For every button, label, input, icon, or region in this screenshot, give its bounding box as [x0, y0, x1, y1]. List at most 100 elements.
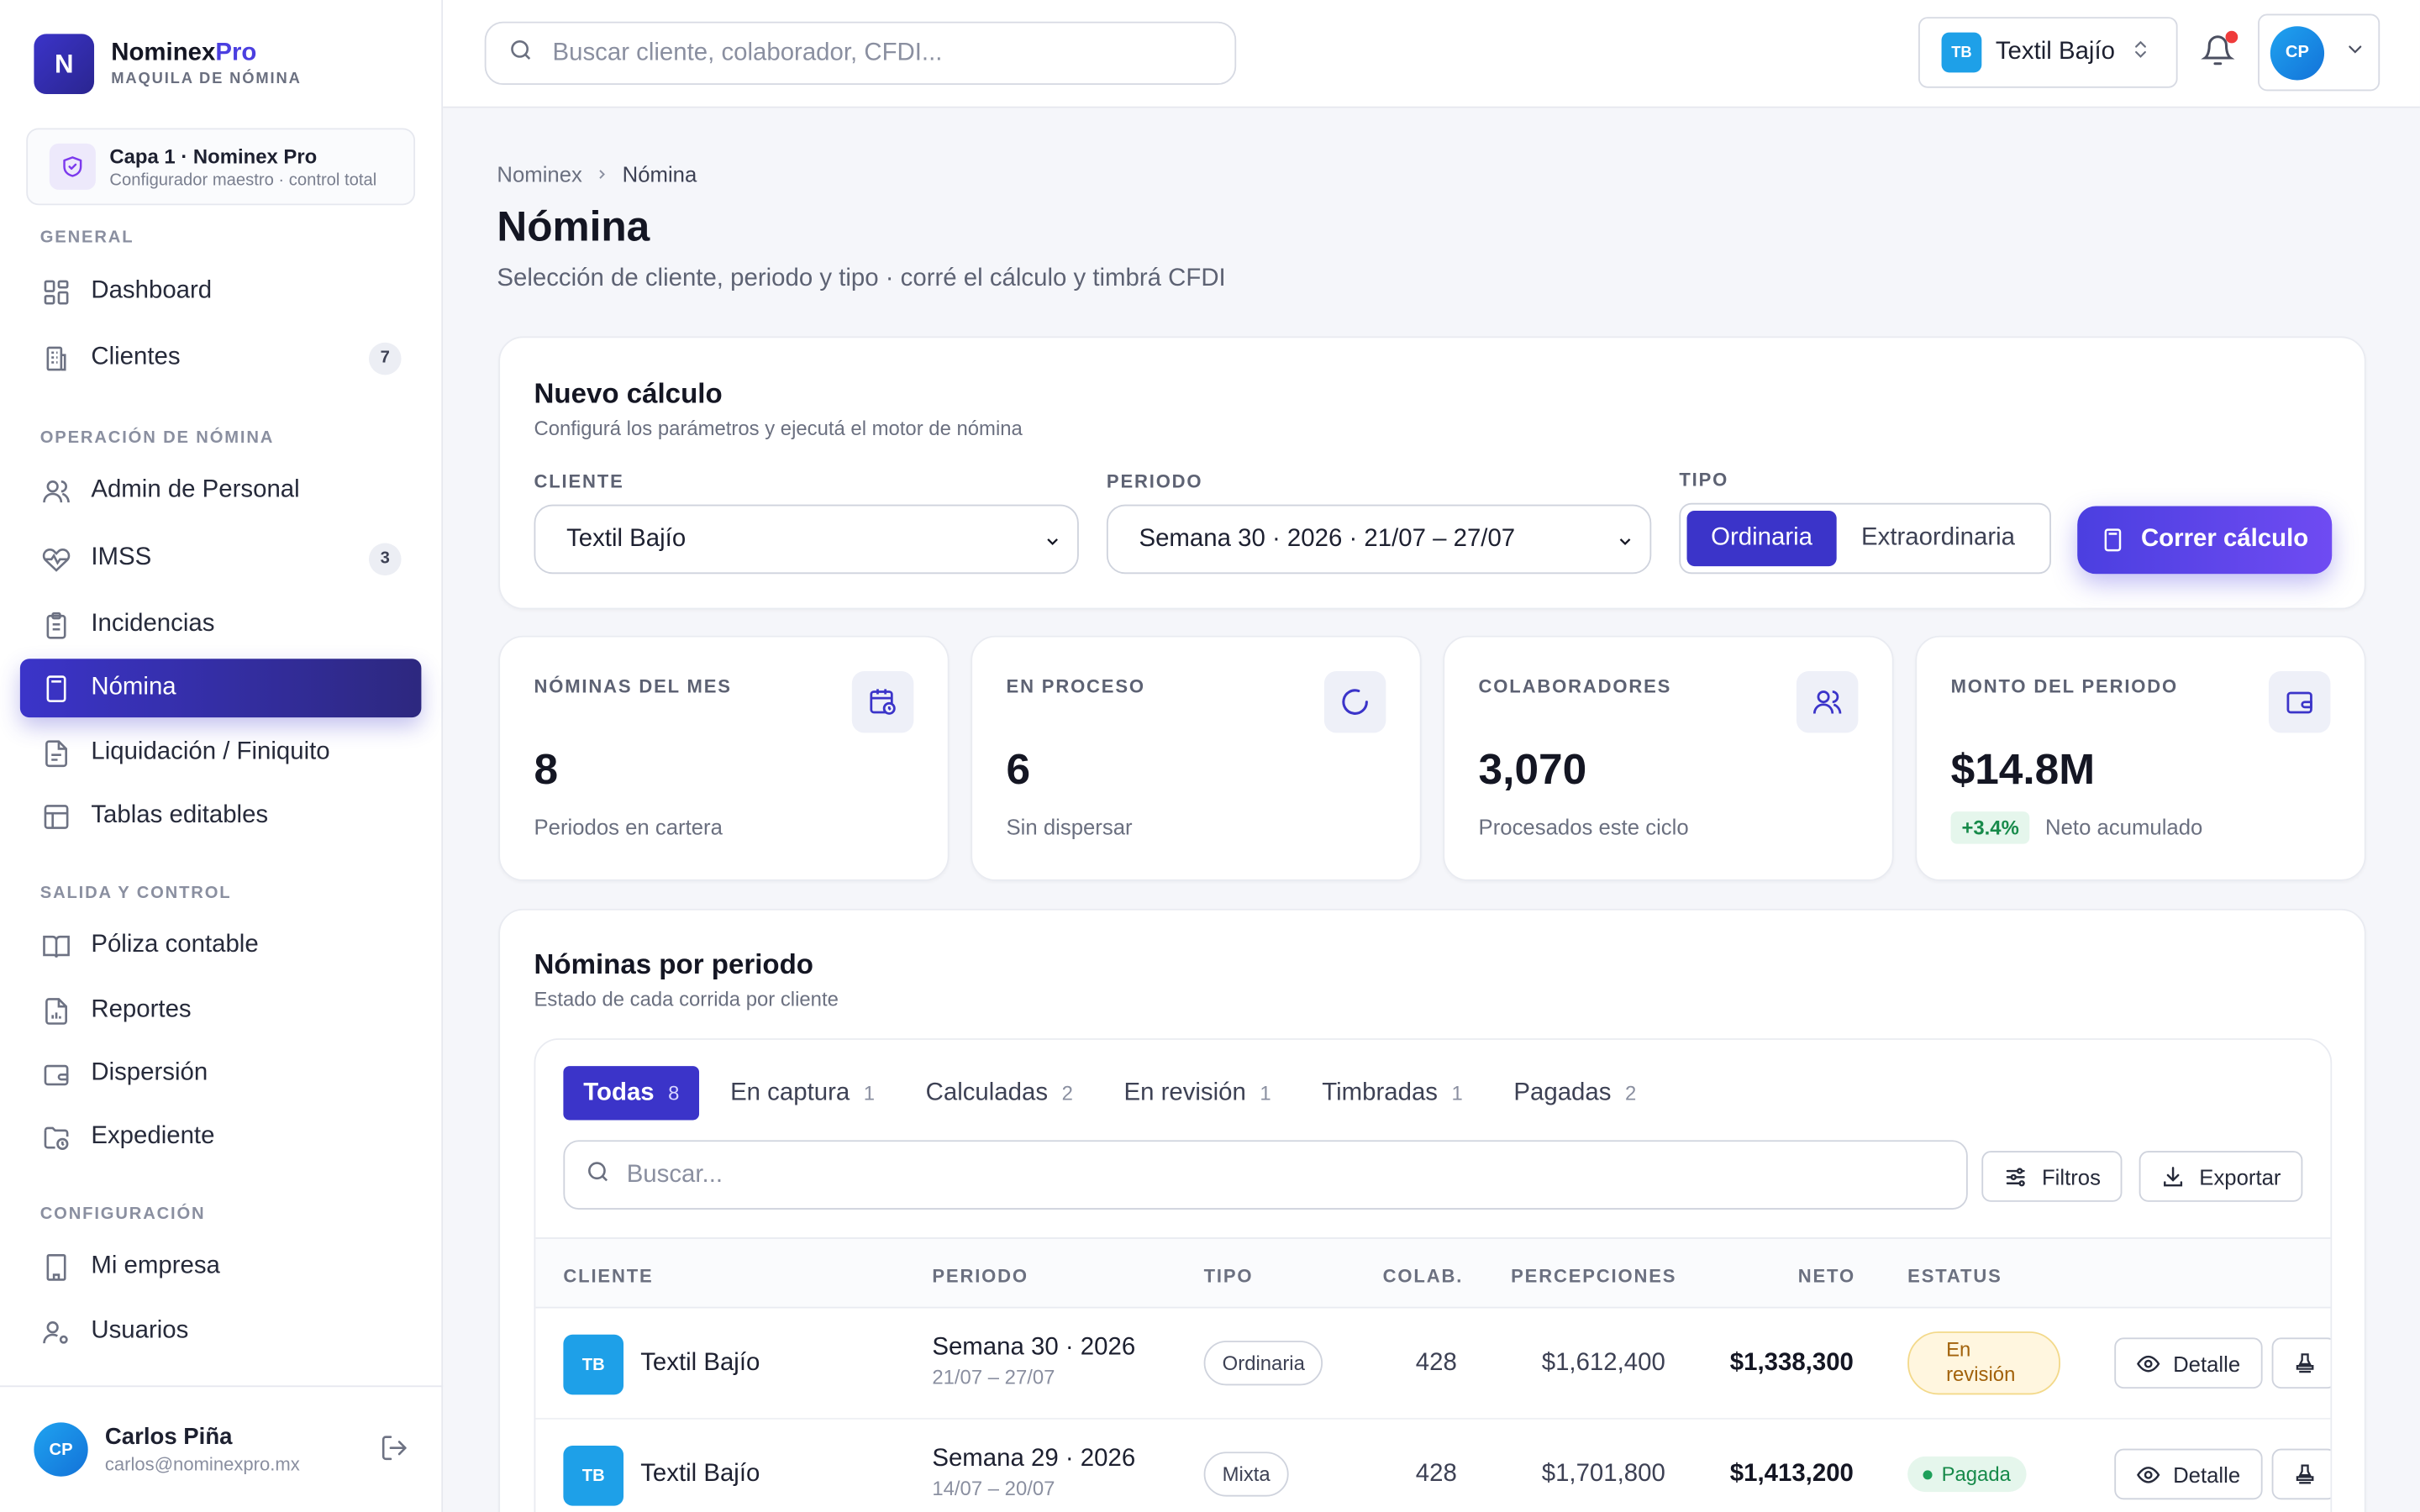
search-input[interactable]: [552, 39, 1201, 67]
col-periodo[interactable]: PERIODO: [932, 1265, 1028, 1287]
clipboard-icon: [40, 609, 71, 640]
detail-button[interactable]: Detalle: [2114, 1448, 2262, 1500]
stat-label: EN PROCESO: [1006, 675, 1145, 698]
col-neto[interactable]: NETO: [1797, 1265, 1855, 1287]
brand-name: NominexPro: [111, 40, 301, 68]
breadcrumb-root[interactable]: Nominex: [497, 161, 582, 187]
tab-en-captura[interactable]: En captura 1: [710, 1066, 895, 1120]
col-cliente[interactable]: CLIENTE: [563, 1265, 654, 1287]
detail-button[interactable]: Detalle: [2114, 1337, 2262, 1389]
logout-icon[interactable]: [380, 1433, 409, 1470]
sidebar-item-nomina[interactable]: Nómina: [19, 659, 422, 718]
col-colab[interactable]: COLAB.: [1382, 1265, 1464, 1287]
topbar: TB Textil Bajío CP: [443, 0, 2420, 108]
export-button[interactable]: Exportar: [2139, 1151, 2303, 1202]
status-tabs: Todas 8 En captura 1 Calculadas 2 En revisi…: [563, 1066, 1667, 1121]
sidebar-item-label: Póliza contable: [91, 932, 259, 958]
user-gear-icon: [40, 1316, 71, 1347]
run-calc-button[interactable]: Correr cálculo: [2077, 506, 2333, 575]
filters-button[interactable]: Filtros: [1981, 1151, 2123, 1202]
client-badge: TB: [563, 1334, 624, 1395]
sidebar-item-dashboard[interactable]: Dashboard: [20, 262, 422, 321]
stamp-button[interactable]: [2271, 1337, 2331, 1389]
office-icon: [40, 1252, 71, 1283]
filters-label: Filtros: [2041, 1163, 2101, 1189]
global-search[interactable]: [484, 21, 1237, 86]
file-icon: [40, 738, 71, 769]
table-search[interactable]: [563, 1140, 1968, 1210]
stamp-button[interactable]: [2271, 1448, 2331, 1500]
table-row[interactable]: TB Textil Bajío Semana 29 · 2026 14/07 –…: [535, 1420, 2331, 1512]
stat-note: Sin dispersar: [1006, 814, 1133, 840]
period-name: Semana 30 · 2026: [932, 1334, 1136, 1361]
brand[interactable]: N NominexPro MAQUILA DE NÓMINA: [34, 34, 301, 95]
tab-label: Timbradas: [1322, 1079, 1439, 1105]
sidebar-item-tablas[interactable]: Tablas editables: [20, 787, 422, 846]
period-range: 14/07 – 20/07: [932, 1476, 1055, 1500]
sidebar-item-expediente[interactable]: Expediente: [20, 1108, 422, 1167]
page-subtitle: Selección de cliente, periodo y tipo · c…: [497, 265, 1226, 292]
chevron-right-icon: [595, 162, 610, 186]
sidebar-item-poliza[interactable]: Póliza contable: [20, 916, 422, 975]
sidebar-item-mi-empresa[interactable]: Mi empresa: [20, 1237, 422, 1296]
stat-card-nominas: NÓMINAS DEL MES 8 Periodos en cartera: [498, 635, 950, 881]
user-email: carlos@nominexpro.mx: [104, 1453, 300, 1475]
tab-en-revision[interactable]: En revisión 1: [1104, 1066, 1292, 1120]
sidebar-item-liquidacion[interactable]: Liquidación / Finiquito: [20, 723, 422, 782]
col-percepciones[interactable]: PERCEPCIONES: [1511, 1265, 1677, 1287]
tab-todas[interactable]: Todas 8: [563, 1066, 700, 1121]
chevron-up-down-icon: [2130, 38, 2152, 67]
sidebar-item-usuarios[interactable]: Usuarios: [20, 1302, 422, 1361]
tab-label: Todas: [583, 1079, 655, 1105]
client-select[interactable]: Textil Bajío: [534, 504, 1079, 575]
type-label: TIPO: [1679, 469, 1729, 491]
chevron-down-icon: [1044, 531, 1062, 559]
stamp-icon: [2296, 1464, 2314, 1484]
tab-calculadas[interactable]: Calculadas 2: [906, 1066, 1093, 1120]
stat-label: MONTO DEL PERIODO: [1950, 675, 2179, 698]
sidebar-item-label: Dashboard: [91, 277, 213, 304]
sidebar-item-dispersion[interactable]: Dispersión: [20, 1044, 422, 1103]
section-operacion: OPERACIÓN DE NÓMINA: [39, 428, 275, 448]
stat-label: NÓMINAS DEL MES: [534, 675, 732, 698]
users-icon: [1796, 670, 1859, 733]
wallet-icon: [40, 1058, 71, 1089]
profile-menu[interactable]: CP: [2258, 13, 2381, 92]
type-extraordinaria-button[interactable]: Extraordinaria: [1861, 524, 2016, 551]
detail-label: Detalle: [2173, 1351, 2241, 1376]
breadcrumb-current: Nómina: [622, 161, 697, 187]
status-line: En: [1946, 1337, 1971, 1361]
sidebar-item-reportes[interactable]: Reportes: [20, 981, 422, 1040]
tab-pagadas[interactable]: Pagadas 2: [1494, 1066, 1657, 1120]
brand-name-accent: Pro: [215, 39, 257, 66]
sidebar-item-admin-personal[interactable]: Admin de Personal: [20, 461, 422, 520]
table-search-input[interactable]: [626, 1161, 1923, 1189]
sidebar-item-imss[interactable]: IMSS 3: [20, 529, 422, 588]
col-estatus[interactable]: ESTATUS: [1907, 1265, 2002, 1287]
brand-logo: N: [34, 34, 95, 95]
tab-label: En captura: [730, 1079, 850, 1105]
tab-timbradas[interactable]: Timbradas 1: [1302, 1066, 1482, 1120]
sidebar-item-label: Liquidación / Finiquito: [91, 738, 330, 766]
avatar[interactable]: CP: [34, 1422, 88, 1477]
sidebar-item-incidencias[interactable]: Incidencias: [20, 596, 422, 654]
sidebar-item-label: IMSS: [91, 544, 152, 571]
sidebar-item-clientes[interactable]: Clientes 7: [20, 328, 422, 387]
period-select-value: Semana 30 · 2026 · 21/07 – 27/07: [1139, 525, 1516, 552]
stat-value: 6: [1006, 745, 1031, 794]
tenant-switcher[interactable]: TB Textil Bajío: [1918, 17, 2178, 88]
eye-icon: [2137, 1354, 2160, 1372]
sidebar-item-label: Reportes: [91, 996, 192, 1023]
heart-pulse-icon: [40, 543, 71, 575]
bell-icon[interactable]: [2201, 34, 2235, 76]
tab-count: 2: [1624, 1081, 1637, 1105]
period-select[interactable]: Semana 30 · 2026 · 21/07 – 27/07: [1106, 504, 1652, 575]
table-row[interactable]: TB Textil Bajío Semana 30 · 2026 21/07 –…: [535, 1309, 2331, 1420]
type-ordinaria-button[interactable]: Ordinaria: [1686, 510, 1837, 567]
tab-count: 8: [668, 1081, 680, 1105]
col-tipo[interactable]: TIPO: [1203, 1265, 1254, 1287]
calculator-icon: [2101, 528, 2125, 552]
stat-note: Periodos en cartera: [534, 814, 723, 840]
layer-card[interactable]: Capa 1 · Nominex Pro Configurador maestr…: [26, 128, 416, 206]
user-name: Carlos Piña: [104, 1424, 233, 1451]
